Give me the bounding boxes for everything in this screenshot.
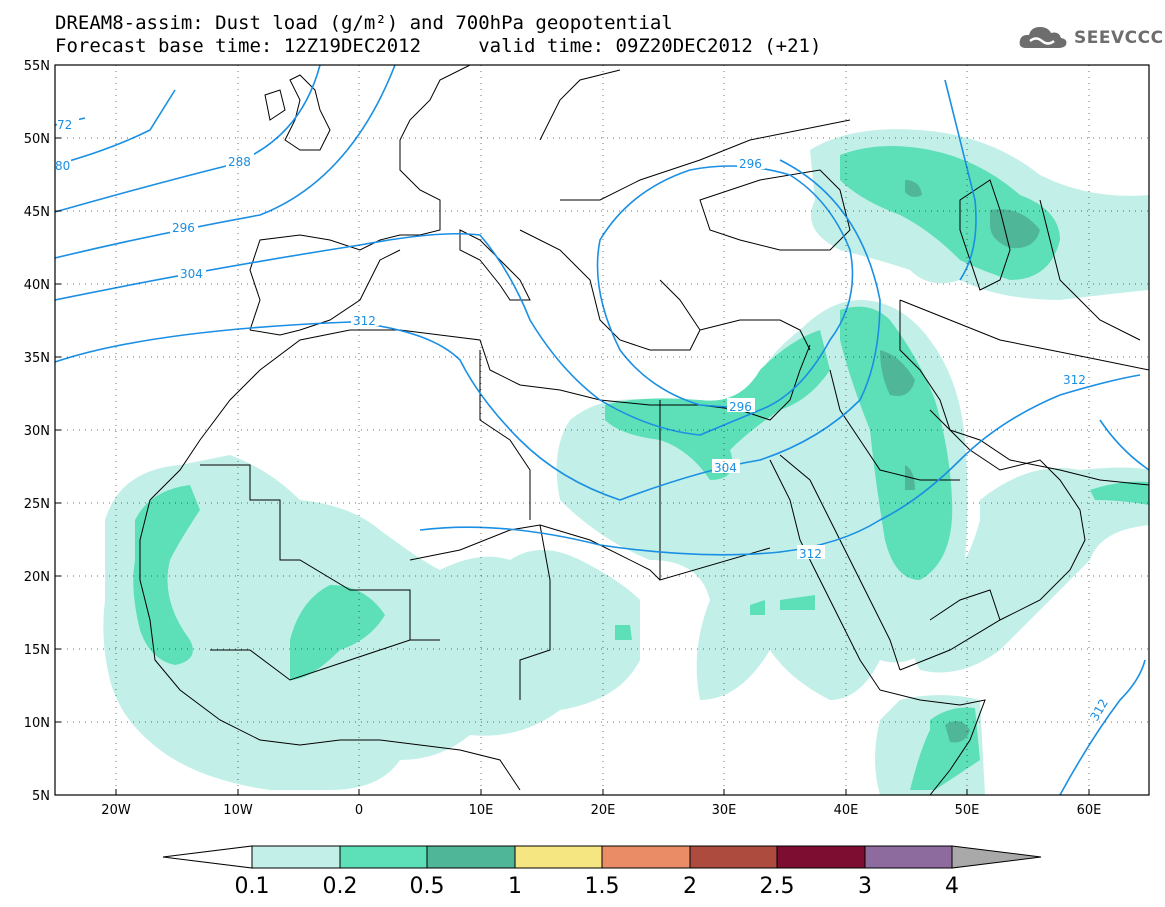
coastlines-borders [139,65,1149,795]
longitude-labels: 20W 10W 0 10E 20E 30E 40E 50E 60E [101,803,1101,818]
lon-label: 30E [712,803,737,818]
lon-label: 60E [1077,803,1102,818]
colorbar-segment [601,845,691,869]
colorbar-segment [864,845,953,869]
lon-label: 0 [355,803,363,818]
colorbar-segment [689,845,778,869]
geopotential-contours [55,65,1149,795]
contour-label: 304 [714,461,737,475]
colorbar-segment [339,845,428,869]
colorbar-segment [776,845,866,869]
colorbar-label: 0.1 [235,874,270,899]
lat-label: 15N [24,643,50,658]
map-title: DREAM8-assim: Dust load (g/m²) and 700hP… [55,12,673,34]
contour-label: 304 [180,267,203,281]
forecast-time-subtitle: Forecast base time: 12Z19DEC2012 valid t… [55,35,822,57]
lon-label: 20W [101,803,131,818]
colorbar-segment [514,845,603,869]
contour-label: 312 [353,314,376,328]
colorbar-label: 4 [945,874,959,899]
lon-label: 20E [591,803,616,818]
colorbar-segment [251,845,341,869]
seevccc-logo: SEEVCCC [1018,24,1164,52]
lat-label: 5N [32,789,50,804]
colorbar-labels: 0.1 0.2 0.5 1 1.5 2 2.5 3 4 [235,874,960,899]
colorbar-label: 0.5 [410,874,445,899]
graticule [55,65,1149,795]
contour-label: 80 [55,159,70,173]
contour-label: 296 [172,221,195,235]
lon-label: 50E [955,803,980,818]
lat-label: 40N [24,278,50,293]
lat-label: 45N [24,205,50,220]
colorbar [162,845,1042,869]
colorbar-max-arrow [951,845,1042,869]
dust-level-0-2 [133,146,1149,790]
colorbar-label: 2.5 [760,874,795,899]
colorbar-label: 1 [508,874,522,899]
dust-load-shading [103,129,1149,795]
lat-label: 30N [24,424,50,439]
latitude-labels: 55N 50N 45N 40N 35N 30N 25N 20N 15N 10N … [24,59,50,804]
contour-label: 288 [228,155,251,169]
lat-label: 20N [24,570,50,585]
colorbar-min-arrow [162,845,253,869]
lon-label: 10E [469,803,494,818]
colorbar-label: 2 [683,874,697,899]
logo-text: SEEVCCC [1074,28,1164,48]
contour-labels: 72 80 288 296 304 312 296 296 304 312 31… [55,116,1111,723]
contour-label: 312 [799,547,822,561]
lon-label: 10W [223,803,253,818]
axis-ticks [55,137,1090,795]
colorbar-label: 0.2 [323,874,358,899]
contour-label: 296 [729,400,752,414]
lat-label: 55N [24,59,50,74]
lon-label: 40E [834,803,859,818]
contour-label: 312 [1063,373,1086,387]
contour-label: 296 [739,157,762,171]
cloud-icon [1019,27,1067,48]
lat-label: 35N [24,351,50,366]
lat-label: 10N [24,716,50,731]
lat-label: 50N [24,132,50,147]
colorbar-label: 1.5 [585,874,620,899]
colorbar-label: 3 [858,874,872,899]
colorbar-segment [426,845,516,869]
contour-label: 72 [57,118,72,132]
lat-label: 25N [24,497,50,512]
